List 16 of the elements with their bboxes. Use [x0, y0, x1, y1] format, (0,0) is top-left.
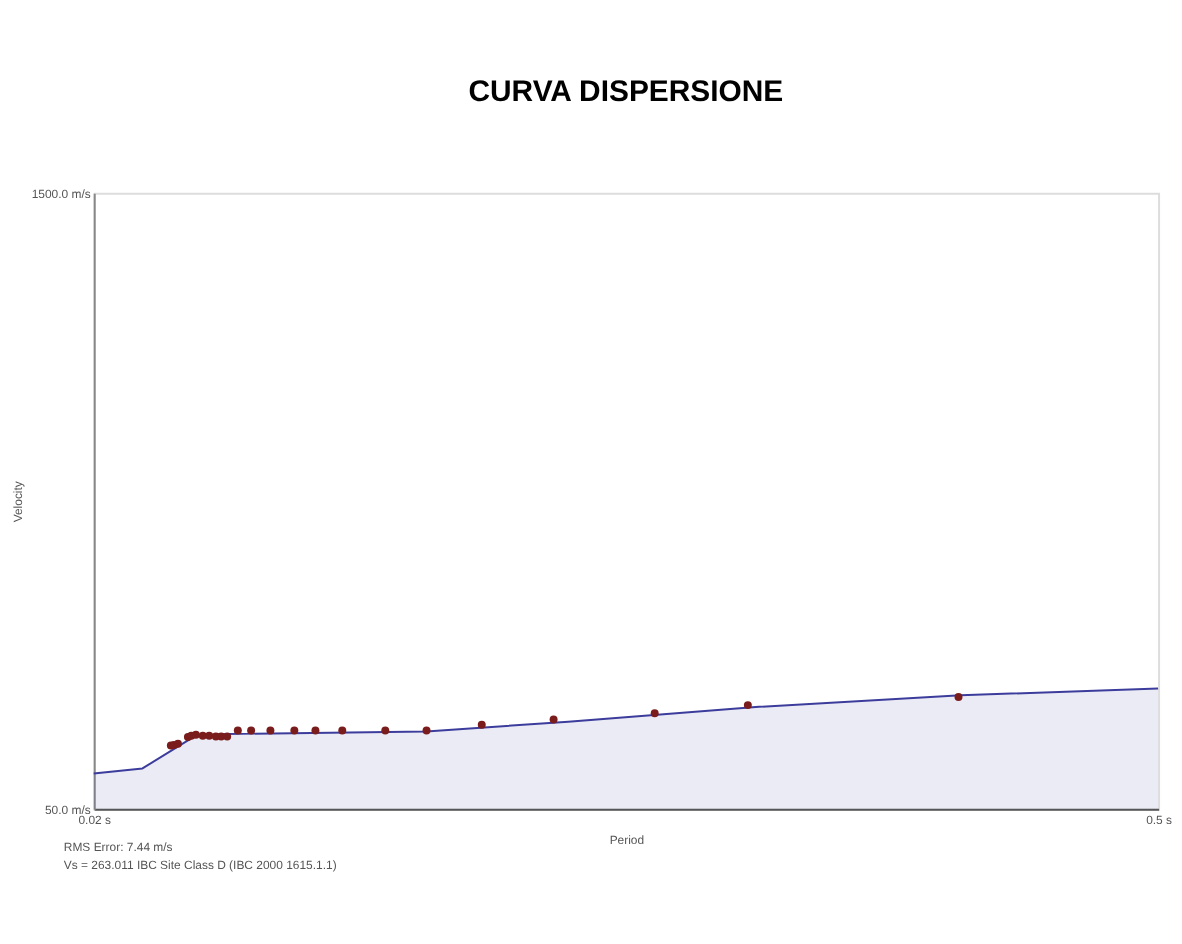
- point: [247, 726, 256, 735]
- point: [743, 701, 752, 710]
- point: [311, 726, 320, 735]
- point: [233, 726, 242, 735]
- point: [477, 720, 486, 729]
- point: [223, 732, 232, 741]
- point: [381, 726, 390, 735]
- point: [549, 715, 558, 724]
- point: [290, 726, 299, 735]
- point: [205, 731, 214, 740]
- point: [650, 709, 659, 718]
- point: [338, 726, 347, 735]
- chart-title: CURVA DISPERSIONE: [468, 75, 784, 110]
- point: [266, 726, 275, 735]
- point: [954, 693, 963, 702]
- point: [422, 726, 431, 735]
